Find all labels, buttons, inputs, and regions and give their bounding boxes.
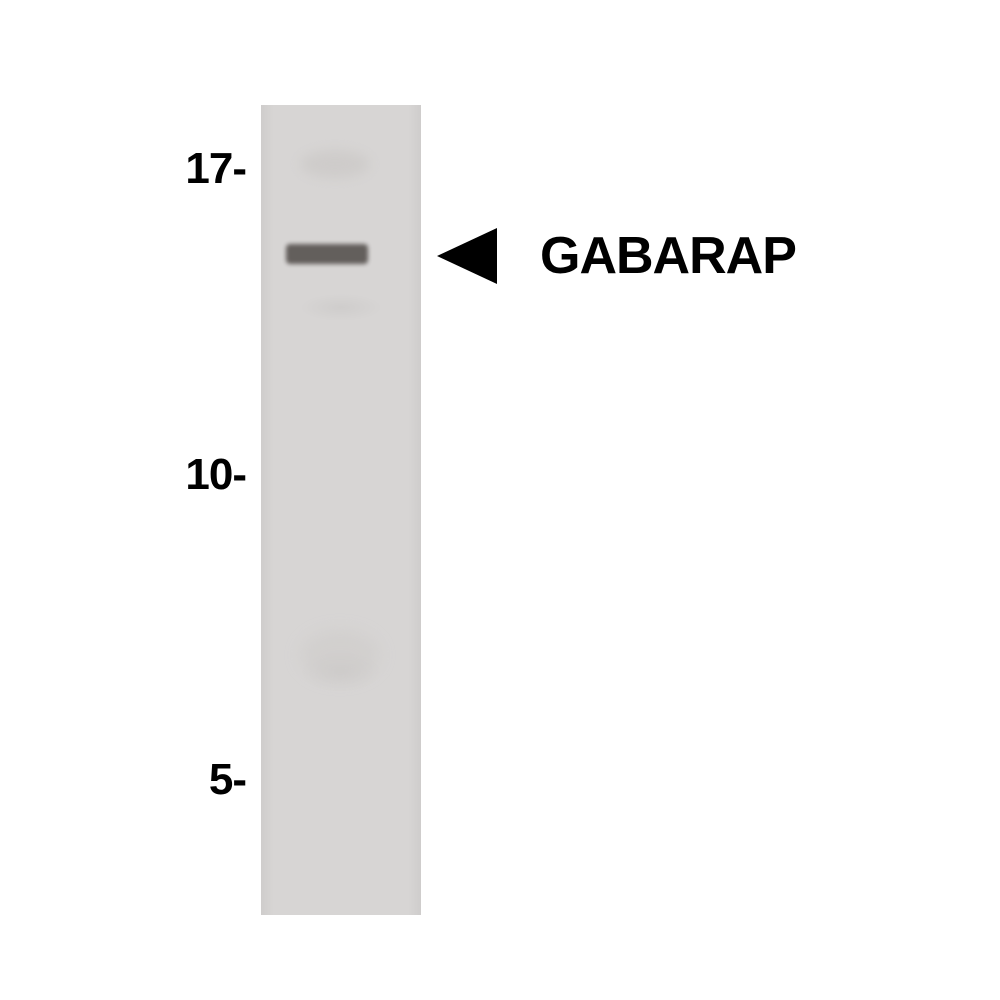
protein-label: GABARAP (540, 226, 796, 286)
mw-marker-17: 17- (151, 144, 246, 194)
mw-marker-5: 5- (151, 755, 246, 805)
blot-lane (261, 105, 421, 915)
protein-band (286, 244, 368, 264)
band-arrow-icon (437, 228, 497, 284)
lane-smudge-1 (300, 150, 370, 178)
lane-smudge-2 (300, 630, 380, 680)
mw-marker-10: 10- (151, 450, 246, 500)
blot-canvas: 17- 10- 5- GABARAP (0, 0, 1000, 1000)
